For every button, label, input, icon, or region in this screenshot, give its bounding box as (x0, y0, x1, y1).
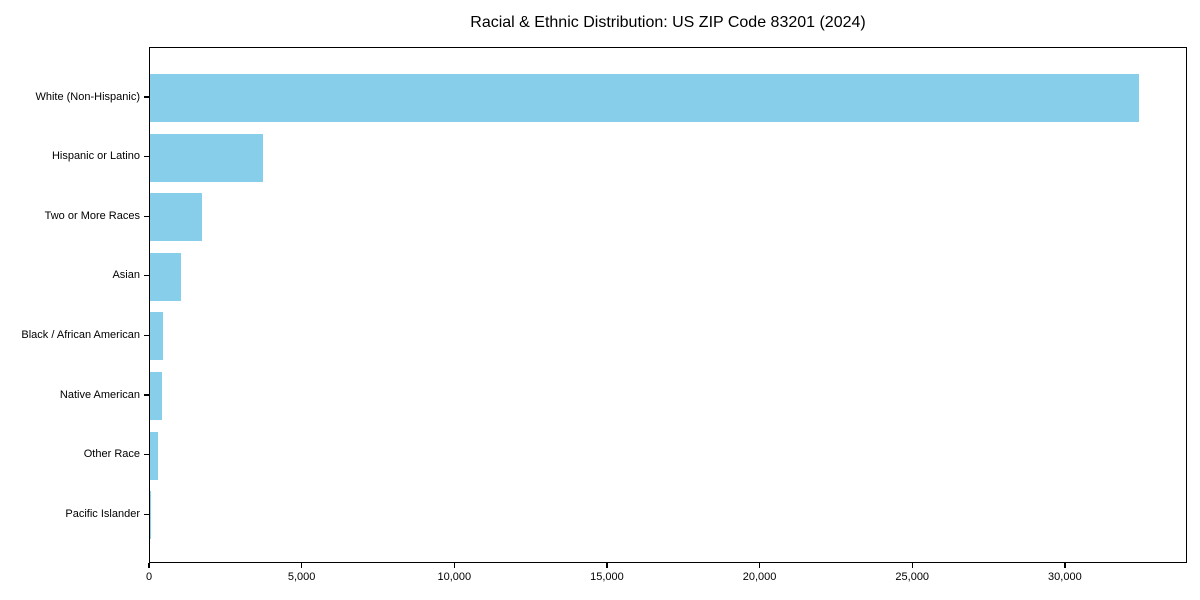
x-tick-mark (758, 563, 761, 568)
x-tick-label: 25,000 (895, 571, 930, 583)
bars-layer (150, 48, 1186, 562)
x-tick-mark (453, 563, 455, 568)
bar-two-or-more-races (150, 193, 202, 242)
y-tick-label: White (Non-Hispanic) (35, 90, 140, 103)
y-tick-mark (144, 275, 149, 277)
bar-hispanic-or-latino (150, 133, 263, 182)
x-tick-label: 5,000 (287, 571, 316, 583)
y-tick-label: Asian (112, 269, 140, 282)
y-tick-label: Other Race (83, 448, 140, 461)
bar-black-african-american (150, 312, 164, 361)
bar-white-non-hispanic (150, 74, 1140, 122)
chart-title: Racial & Ethnic Distribution: US ZIP Cod… (470, 14, 866, 31)
y-tick-mark (144, 394, 149, 396)
x-tick-mark (606, 563, 608, 568)
y-tick-mark (144, 96, 149, 98)
bar-native-american (150, 372, 163, 420)
plot-area (149, 47, 1187, 563)
y-tick-label: Pacific Islander (65, 507, 140, 520)
x-tick-mark (1064, 563, 1066, 568)
y-tick-mark (144, 453, 149, 456)
bar-asian (150, 252, 181, 301)
x-tick-label: 20,000 (742, 571, 777, 583)
y-tick-label: Two or More Races (44, 209, 140, 222)
y-tick-label: Native American (59, 388, 140, 401)
y-tick-mark (144, 215, 149, 217)
x-tick-mark (148, 563, 150, 568)
x-tick-label: 0 (145, 571, 153, 583)
x-tick-label: 10,000 (437, 571, 472, 583)
x-tick-mark (300, 563, 303, 568)
bar-pacific-islander (150, 491, 152, 540)
x-tick-label: 30,000 (1048, 571, 1082, 583)
y-tick-label: Black / African American (21, 328, 140, 341)
bar-other-race (150, 431, 158, 480)
y-tick-mark (144, 334, 149, 337)
x-tick-mark (911, 563, 913, 568)
x-tick-label: 15,000 (590, 571, 624, 583)
y-tick-label: Hispanic or Latino (51, 150, 140, 163)
y-tick-mark (144, 513, 149, 515)
y-tick-mark (144, 155, 149, 158)
